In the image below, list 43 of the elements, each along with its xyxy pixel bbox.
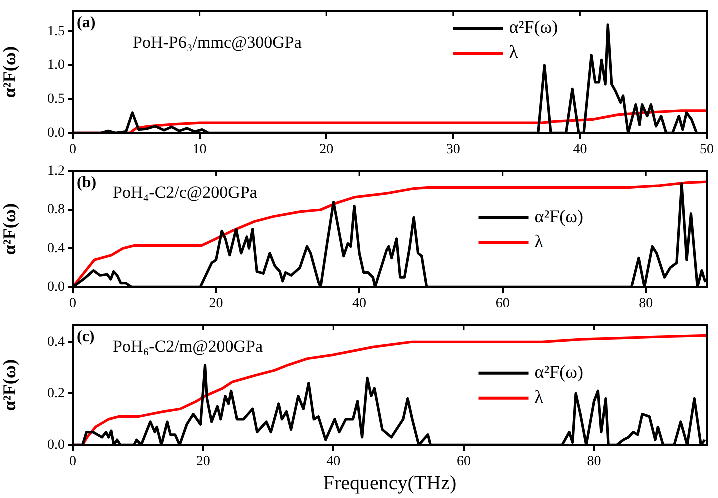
y-tick-label: 0.0 bbox=[48, 126, 65, 141]
x-tick-label: 0 bbox=[70, 296, 76, 312]
y-tick-label: 0.5 bbox=[48, 92, 65, 108]
y-tick-label: 1.5 bbox=[48, 24, 65, 40]
legend-label: α²F(ω) bbox=[534, 362, 584, 382]
y-tick-label: 0.8 bbox=[48, 202, 65, 218]
x-tick-label: 10 bbox=[192, 142, 207, 158]
y-tick-label: 0.4 bbox=[48, 334, 65, 350]
y-tick-label: 1.0 bbox=[48, 58, 65, 74]
legend-label: λ bbox=[534, 231, 544, 252]
y-axis-title: α²F(ω) bbox=[0, 46, 20, 98]
annotation: (c) bbox=[77, 328, 95, 346]
legend-label: λ bbox=[509, 42, 518, 62]
x-tick-label: 0 bbox=[70, 454, 76, 470]
x-tick-label: 20 bbox=[320, 142, 334, 158]
x-tick-label: 40 bbox=[573, 142, 588, 158]
x-tick-label: 80 bbox=[587, 454, 602, 470]
legend-label: α²F(ω) bbox=[509, 17, 558, 38]
annotation: PoH₆-C2/m@200GPa bbox=[113, 336, 264, 356]
x-tick-label: 40 bbox=[326, 454, 341, 470]
x-tick-label: 40 bbox=[352, 296, 367, 312]
x-tick-label: 20 bbox=[209, 296, 224, 312]
x-axis-title: Frequency(THz) bbox=[323, 472, 457, 494]
annotation: PoH₄-C2/c@200GPa bbox=[113, 182, 258, 202]
y-tick-label: 0.0 bbox=[48, 438, 65, 453]
legend-label: λ bbox=[534, 387, 544, 408]
y-tick-label: 0.4 bbox=[48, 241, 65, 256]
legend-label: α²F(ω) bbox=[534, 206, 584, 226]
y-tick-label: 0.2 bbox=[48, 386, 65, 402]
x-tick-label: 60 bbox=[496, 296, 510, 312]
x-tick-label: 50 bbox=[700, 142, 714, 158]
y-axis-title: α²F(ω) bbox=[0, 204, 20, 256]
annotation: (b) bbox=[77, 174, 97, 192]
x-tick-label: 0 bbox=[70, 142, 76, 158]
y-axis-title: α²F(ω) bbox=[0, 360, 20, 412]
x-tick-label: 80 bbox=[639, 296, 654, 312]
y-tick-label: 1.2 bbox=[48, 164, 65, 180]
x-tick-label: 30 bbox=[446, 142, 460, 158]
x-tick-label: 60 bbox=[456, 454, 471, 470]
annotation: PoH-P6₃/mmc@300GPa bbox=[133, 32, 302, 52]
annotation: (a) bbox=[77, 14, 96, 32]
y-tick-label: 0.0 bbox=[48, 280, 65, 295]
x-tick-label: 20 bbox=[196, 454, 210, 470]
